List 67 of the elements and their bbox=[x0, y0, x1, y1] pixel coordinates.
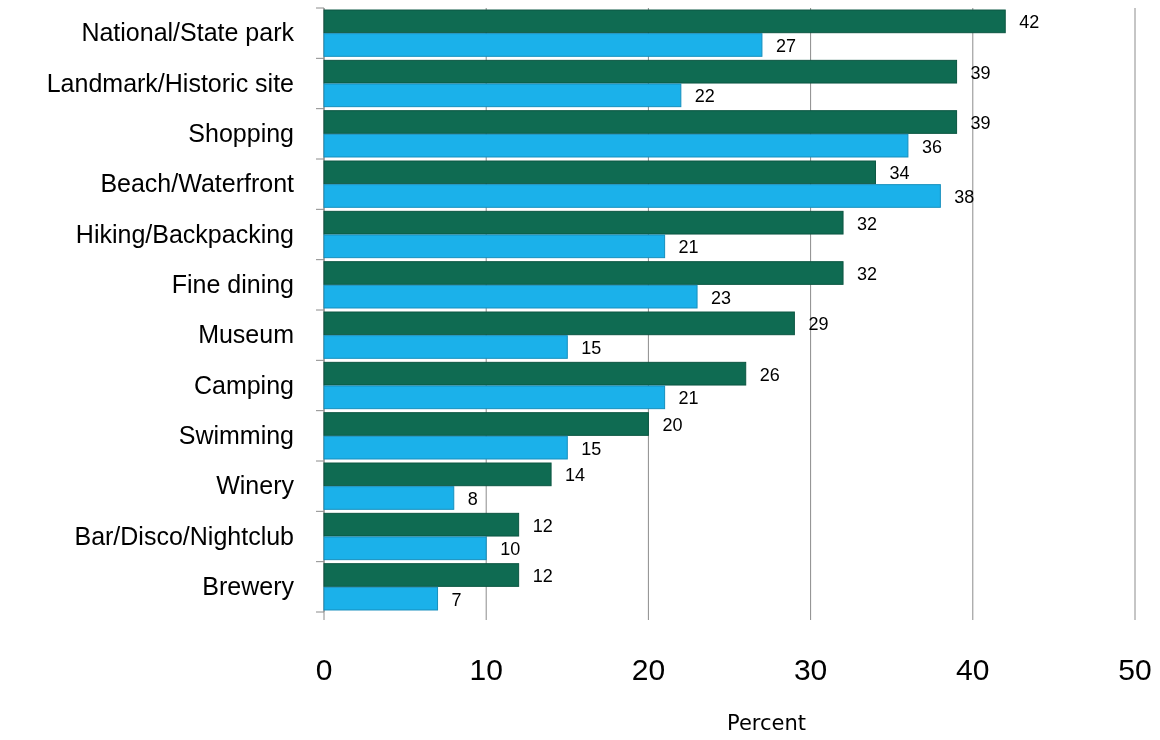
data-label: 8 bbox=[467, 488, 478, 509]
bar bbox=[323, 335, 568, 359]
bar bbox=[323, 486, 455, 510]
x-tick-label: 40 bbox=[956, 653, 990, 686]
y-tick-label: Bar/Disco/Nightclub bbox=[74, 521, 294, 550]
data-label: 7 bbox=[451, 589, 462, 610]
bar bbox=[323, 385, 666, 410]
bar bbox=[323, 536, 487, 561]
bar bbox=[323, 133, 909, 158]
bar bbox=[323, 512, 520, 537]
data-label: 15 bbox=[581, 438, 602, 459]
bar bbox=[323, 462, 552, 487]
x-tick-label: 30 bbox=[793, 653, 828, 686]
y-tick-label: Landmark/Historic site bbox=[46, 68, 294, 97]
data-label: 14 bbox=[565, 465, 586, 486]
bar bbox=[323, 311, 795, 336]
data-label: 27 bbox=[775, 35, 796, 56]
bar bbox=[323, 284, 698, 309]
data-label: 21 bbox=[678, 237, 699, 258]
data-label: 22 bbox=[694, 86, 715, 107]
y-tick-label: Beach/Waterfront bbox=[100, 169, 295, 198]
bar bbox=[323, 563, 520, 587]
data-label: 39 bbox=[970, 62, 991, 83]
x-tick-label: 0 bbox=[315, 653, 333, 686]
x-tick-label: 10 bbox=[469, 653, 503, 686]
data-label: 36 bbox=[921, 136, 942, 157]
bar bbox=[323, 184, 941, 208]
bar bbox=[323, 160, 876, 185]
bar bbox=[323, 261, 844, 285]
bar bbox=[323, 435, 568, 460]
y-tick-label: Fine dining bbox=[171, 269, 294, 298]
y-tick-label: National/State park bbox=[81, 18, 295, 47]
bar bbox=[323, 110, 958, 134]
bar bbox=[323, 210, 844, 235]
data-label: 20 bbox=[662, 415, 683, 436]
data-label: 12 bbox=[532, 515, 553, 536]
x-tick-label: 50 bbox=[1118, 653, 1152, 686]
data-label: 29 bbox=[808, 314, 829, 335]
bar bbox=[323, 33, 763, 57]
data-label: 32 bbox=[857, 213, 878, 234]
bar bbox=[323, 586, 439, 611]
bar bbox=[323, 412, 649, 436]
bar bbox=[323, 59, 958, 84]
y-tick-label: Brewery bbox=[202, 571, 295, 600]
data-label: 10 bbox=[500, 539, 521, 560]
y-tick-label: Winery bbox=[216, 471, 295, 500]
bar bbox=[323, 9, 1006, 34]
data-label: 23 bbox=[711, 287, 732, 308]
data-label: 21 bbox=[678, 388, 699, 409]
y-tick-label: Swimming bbox=[178, 420, 294, 449]
data-label: 38 bbox=[954, 186, 975, 207]
data-label: 12 bbox=[532, 566, 553, 587]
bar bbox=[323, 83, 682, 108]
y-tick-label: Camping bbox=[193, 370, 294, 399]
y-tick-label: Shopping bbox=[188, 118, 294, 147]
x-axis-title: Percent bbox=[726, 711, 807, 735]
data-label: 26 bbox=[759, 364, 780, 385]
data-label: 34 bbox=[889, 163, 910, 184]
data-label: 42 bbox=[1019, 12, 1040, 33]
y-tick-label: Museum bbox=[198, 320, 294, 349]
y-tick-label: Hiking/Backpacking bbox=[75, 219, 294, 248]
x-tick-label: 20 bbox=[631, 653, 666, 686]
data-label: 15 bbox=[581, 337, 602, 358]
bar bbox=[323, 234, 666, 259]
bar bbox=[323, 361, 747, 386]
data-label: 32 bbox=[857, 264, 878, 285]
data-label: 39 bbox=[970, 113, 991, 134]
